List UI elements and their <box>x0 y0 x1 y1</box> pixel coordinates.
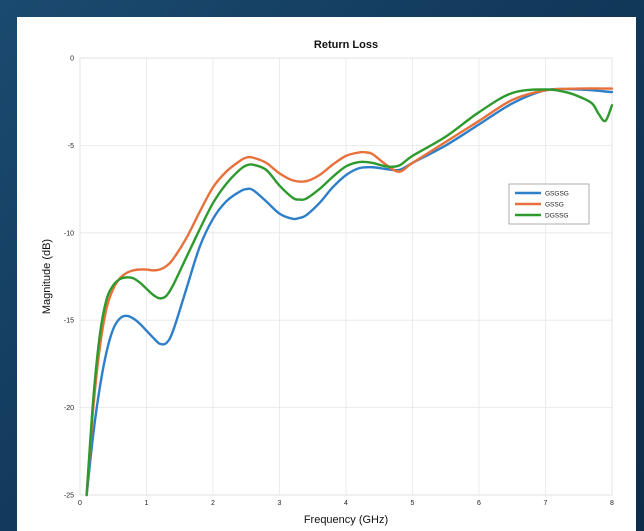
y-gridlines <box>80 57 612 496</box>
x-tick-label: 8 <box>610 500 614 507</box>
legend: GSGSG GSSG DGSSG <box>508 183 590 225</box>
x-tick-label: 1 <box>145 500 149 507</box>
series-line-gssg <box>85 87 614 497</box>
x-tick-label: 2 <box>211 500 215 507</box>
return-loss-chart: 0 1 2 3 4 5 6 7 8 0 -5 -10 -15 -20 -25 Return Loss Fr… <box>41 39 614 526</box>
series-layer <box>85 87 614 497</box>
y-tick-label: -10 <box>64 230 74 237</box>
y-tick-label: -20 <box>64 405 74 412</box>
x-tick-label: 7 <box>544 500 548 507</box>
series-line-dgssg <box>85 88 614 497</box>
y-tick-labels: 0 -5 -10 -15 -20 -25 <box>64 56 74 500</box>
x-tick-labels: 0 1 2 3 4 5 6 7 8 <box>78 500 614 507</box>
x-tick-label: 3 <box>278 500 282 507</box>
y-axis-label: Magnitude (dB) <box>41 239 53 314</box>
y-tick-label: 0 <box>70 56 74 63</box>
x-tick-label: 6 <box>477 500 481 507</box>
chart-frame: 0 1 2 3 4 5 6 7 8 0 -5 -10 -15 -20 -25 Return Loss Fr… <box>17 17 636 531</box>
y-tick-label: -15 <box>64 318 74 325</box>
legend-label-dgssg: DGSSG <box>545 212 568 219</box>
legend-label-gsgsg: GSGSG <box>545 190 569 197</box>
y-tick-label: -25 <box>64 493 74 500</box>
x-tick-label: 4 <box>344 500 348 507</box>
x-tick-label: 5 <box>411 500 415 507</box>
legend-label-gssg: GSSG <box>545 201 564 208</box>
x-tick-label: 0 <box>78 500 82 507</box>
x-gridlines <box>79 58 613 495</box>
chart-title: Return Loss <box>314 39 378 51</box>
y-tick-label: -5 <box>68 143 74 150</box>
x-axis-label: Frequency (GHz) <box>304 514 388 526</box>
